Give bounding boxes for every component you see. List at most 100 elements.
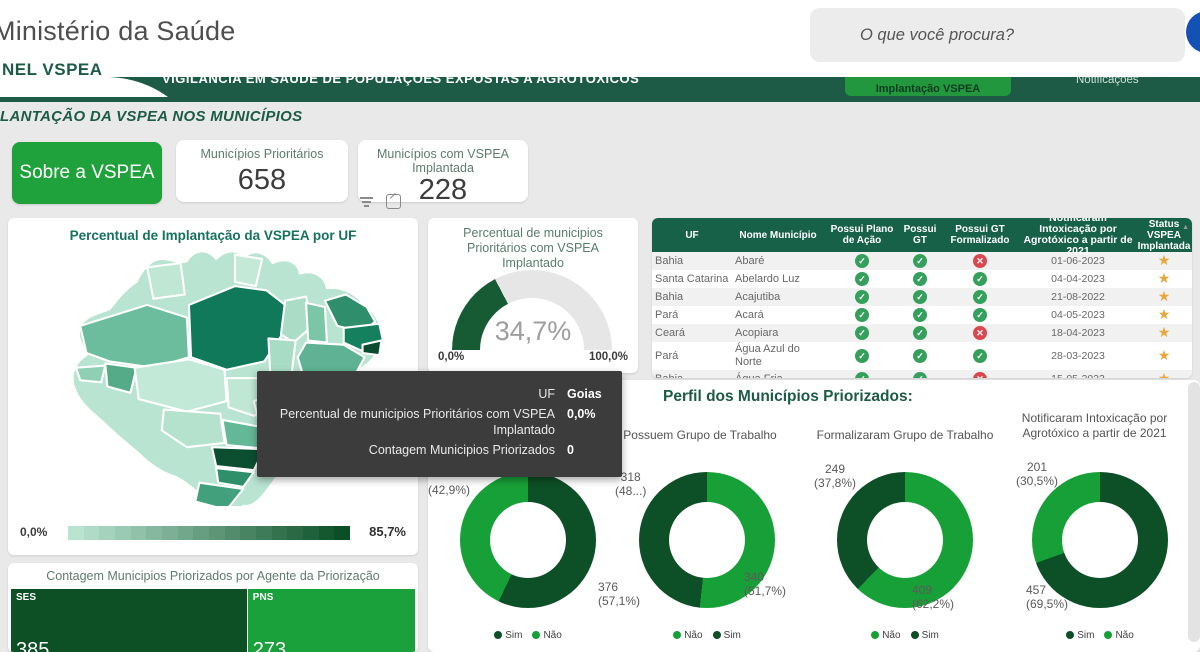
implantacao-vspea-button[interactable]: Implantação VSPEA xyxy=(845,77,1011,96)
donut-title-grupo-trabalho: Possuem Grupo de Trabalho xyxy=(623,428,777,442)
donut1-top-label: (42,9%) xyxy=(428,483,471,497)
kpi-label: Municípios com VSPEA Implantada xyxy=(377,147,509,175)
cross-icon: ✕ xyxy=(973,254,987,268)
panel-tab-label[interactable]: NEL VSPEA xyxy=(2,60,103,79)
col-possui-gt[interactable]: Possui GT xyxy=(903,224,937,246)
col-notificaram[interactable]: Notificaram Intoxicação por Agrotóxico a… xyxy=(1023,218,1133,257)
check-icon: ✓ xyxy=(973,290,987,304)
star-icon: ★ xyxy=(1157,288,1171,304)
donut1-bottom-label: 376 (57,1%) xyxy=(598,580,641,608)
table-row[interactable]: Bahia Acajutiba ✓ ✓ ✓ 21-08-2022 ★ xyxy=(652,288,1192,306)
col-uf[interactable]: UF xyxy=(685,229,699,241)
treemap-block-ses[interactable]: SES 385 xyxy=(11,589,247,652)
donut3-top-label: 249 (37,8%) xyxy=(813,462,857,490)
map-tooltip: UF Goias Percentual de municipios Priori… xyxy=(257,371,622,477)
table-row[interactable]: Santa Catarina Abelardo Luz ✓ ✓ ✓ 04-04-2… xyxy=(655,270,1171,286)
check-icon: ✓ xyxy=(913,308,927,322)
check-icon: ✓ xyxy=(913,272,927,286)
check-icon: ✓ xyxy=(913,290,927,304)
check-icon: ✓ xyxy=(855,272,869,286)
notificacoes-button[interactable]: Notificações xyxy=(1076,77,1139,86)
donut4-legend: Sim Não xyxy=(1030,630,1170,641)
donut-chart-1[interactable] xyxy=(460,472,596,608)
col-possui-plano[interactable]: Possui Plano de Ação xyxy=(830,224,894,246)
search-box[interactable] xyxy=(810,8,1185,62)
scale-max-label: 85,7% xyxy=(369,524,406,539)
top-header: Ministério da Saúde NEL VSPEA xyxy=(0,0,1200,79)
cross-icon: ✕ xyxy=(973,326,987,340)
section-title: LANTAÇÃO DA VSPEA NOS MUNICÍPIOS xyxy=(0,108,303,125)
gauge-card: Percentual de municipios Prioritários co… xyxy=(428,218,638,373)
tooltip-label: UF xyxy=(538,387,555,401)
donut-chart-4[interactable] xyxy=(1032,472,1168,608)
check-icon: ✓ xyxy=(855,372,869,378)
check-icon: ✓ xyxy=(855,308,869,322)
donut-title-notificaram: Notificaram Intoxicação por Agrotóxico a… xyxy=(1021,411,1168,440)
filter-icon[interactable] xyxy=(358,195,374,209)
brand-title: Ministério da Saúde xyxy=(0,16,236,46)
star-icon: ★ xyxy=(1157,324,1171,340)
tooltip-label: Contagem Municipios Priorizados xyxy=(368,443,555,457)
kpi-municipios-vspea-implantada: Municípios com VSPEA Implantada 228 xyxy=(358,140,528,206)
table-scrollbar-up[interactable]: ▲ xyxy=(1182,224,1189,231)
donut-chart-2[interactable] xyxy=(639,472,775,608)
panel-banner: VIGILÂNCIA EM SAÚDE DE POPULAÇÕES EXPOST… xyxy=(0,77,1200,102)
check-icon: ✓ xyxy=(913,372,927,378)
check-icon: ✓ xyxy=(855,349,869,363)
gauge-title: Percentual de municipios Prioritários co… xyxy=(463,226,603,270)
donut2-legend: Não Sim xyxy=(637,630,777,641)
tooltip-label: Percentual de municipios Prioritários co… xyxy=(279,407,555,437)
check-icon: ✓ xyxy=(855,254,869,268)
star-icon: ★ xyxy=(1157,270,1171,286)
map-title: Percentual de Implantação da VSPEA por U… xyxy=(69,228,357,243)
donut4-bottom-label: 457 (69,5%) xyxy=(1026,583,1069,611)
tooltip-value: Goias xyxy=(567,387,602,401)
gauge-min-label: 0,0% xyxy=(438,351,465,363)
scale-min-label: 0,0% xyxy=(20,525,48,539)
donut1-legend: Sim Não xyxy=(458,630,598,641)
search-icon[interactable] xyxy=(1186,11,1200,53)
treemap-block-pns[interactable]: PNS 273 xyxy=(247,589,415,652)
sobre-vspea-button[interactable]: Sobre a VSPEA xyxy=(12,142,162,204)
gauge-chart xyxy=(452,270,612,350)
check-icon: ✓ xyxy=(913,326,927,340)
table-row[interactable]: Bahia Abaré ✓ ✓ ✕ 01-06-2023 ★ xyxy=(652,252,1192,270)
donut-title-formalizaram: Formalizaram Grupo de Trabalho xyxy=(816,428,994,442)
gauge-max-label: 100,0% xyxy=(588,351,628,363)
donut2-top-label: 318 (48...) xyxy=(615,470,647,498)
check-icon: ✓ xyxy=(973,308,987,322)
check-icon: ✓ xyxy=(973,349,987,363)
scale-gradient xyxy=(68,526,351,540)
search-input[interactable] xyxy=(858,8,1138,62)
check-icon: ✓ xyxy=(973,272,987,286)
donut-chart-3[interactable] xyxy=(837,472,973,608)
col-nome-municipio[interactable]: Nome Município xyxy=(739,229,817,241)
donut4-top-label: 201 (30,5%) xyxy=(1015,460,1059,488)
col-status-vspea[interactable]: Status VSPEA Implantada xyxy=(1137,218,1191,252)
check-icon: ✓ xyxy=(855,326,869,340)
kpi-label: Municípios Prioritários xyxy=(200,147,324,161)
panel-tab-curve xyxy=(0,77,168,97)
col-gt-formalizado[interactable]: Possui GT Formalizado xyxy=(950,224,1010,246)
visual-hover-toolbar xyxy=(358,191,414,213)
municipios-table: UF Nome Município Possui Plano de Ação P… xyxy=(652,218,1192,378)
table-header: UF Nome Município Possui Plano de Ação P… xyxy=(652,218,1192,257)
kpi-value: 658 xyxy=(237,164,287,196)
focus-mode-icon[interactable] xyxy=(386,194,401,209)
check-icon: ✓ xyxy=(855,290,869,304)
table-row[interactable]: BahiaÁgua Fria ✓ ✓ ✕ 15-05-2023 ★ xyxy=(652,370,1192,378)
star-icon: ★ xyxy=(1157,306,1171,322)
table-row[interactable]: Pará Acará ✓ ✓ ✓ 04-05-2023 ★ xyxy=(655,306,1171,322)
kpi-municipios-prioritarios: Municípios Prioritários 658 xyxy=(176,140,348,202)
cross-icon: ✕ xyxy=(973,372,987,378)
kpi-value: 228 xyxy=(418,174,468,206)
table-row[interactable]: Pará Água Azul do Norte ✓ ✓ ✓ 28-03-2023 … xyxy=(655,343,1171,368)
brazil-choropleth-map[interactable] xyxy=(30,244,396,506)
perfil-title: Perfil dos Municípios Priorizados: xyxy=(663,388,913,405)
donut3-bottom-label: 409 (62,2%) xyxy=(912,583,955,611)
table-row[interactable]: Ceará Acopiara ✓ ✓ ✕ 18-04-2023 ★ xyxy=(652,324,1192,342)
page-scrollbar[interactable] xyxy=(1188,382,1200,642)
tooltip-value: 0 xyxy=(567,443,574,457)
panel-banner-title: VIGILÂNCIA EM SAÚDE DE POPULAÇÕES EXPOST… xyxy=(162,77,640,86)
